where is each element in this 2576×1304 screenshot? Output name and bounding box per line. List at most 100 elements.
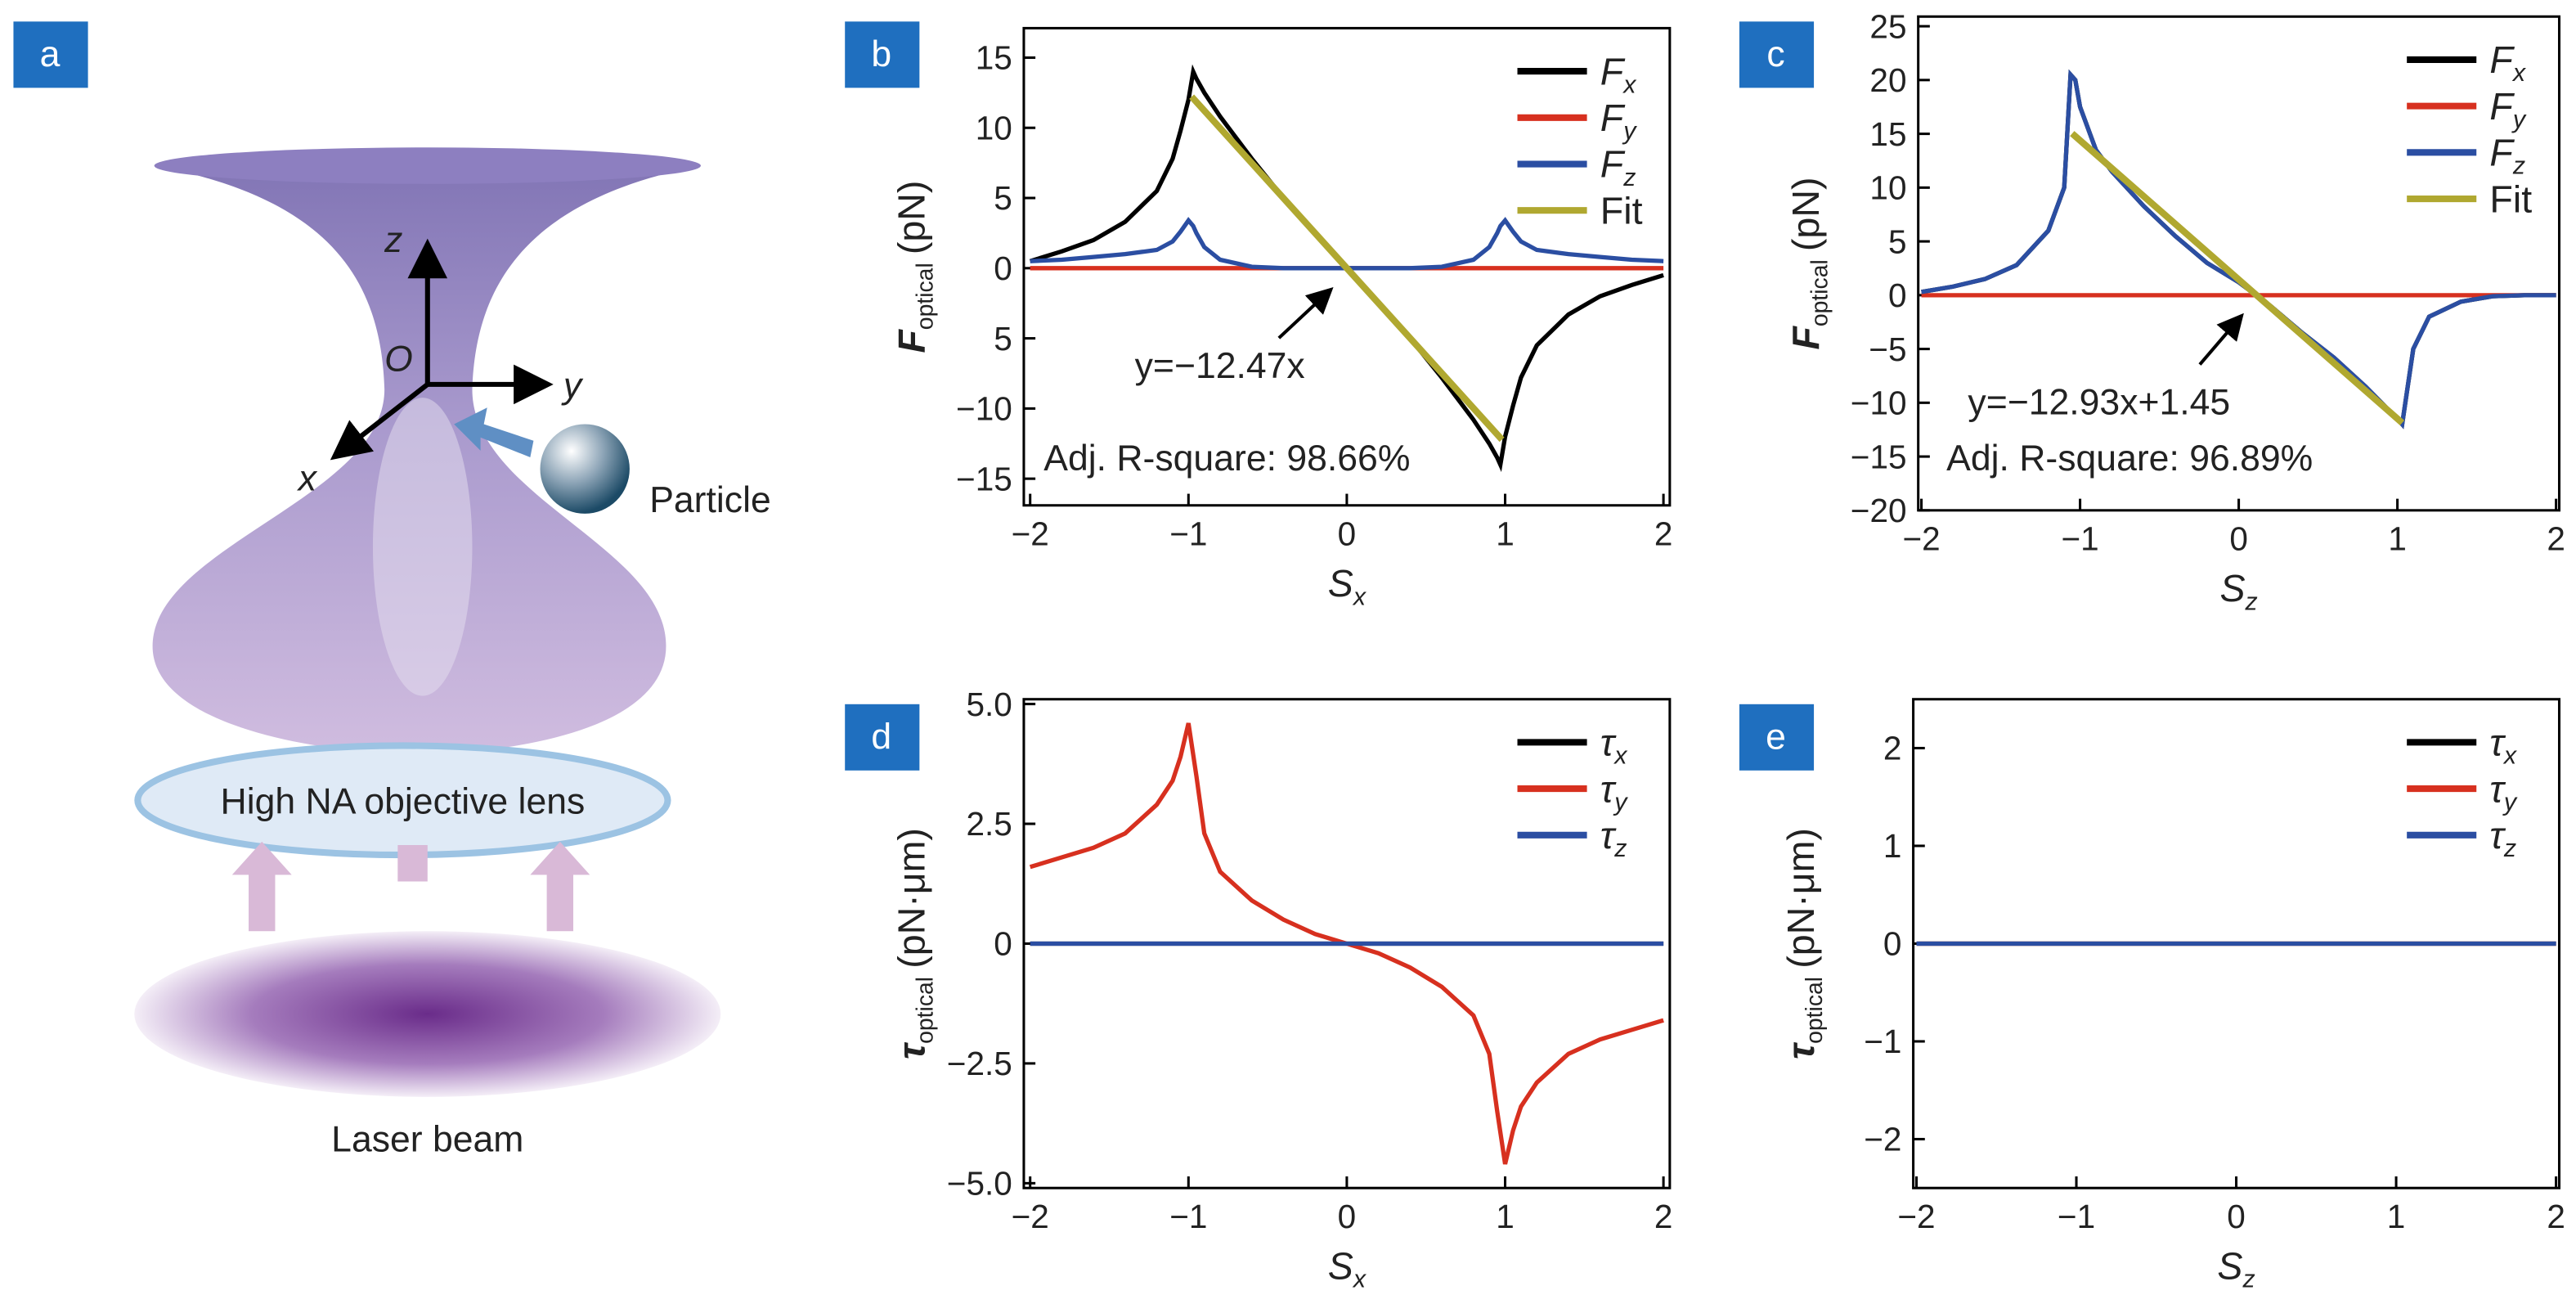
x-axis-label: Sx	[1328, 562, 1367, 610]
origin-label: O	[384, 339, 413, 380]
x-label-symbol: S	[2217, 1245, 2242, 1288]
x-axis-label: Sz	[2219, 567, 2257, 615]
y-tick-label: 25	[1869, 7, 1906, 45]
x-tick-label: 2	[1654, 1198, 1673, 1235]
y-tick-label: −20	[1851, 492, 1907, 529]
y-tick-label: 0	[1883, 925, 1902, 963]
legend-subscript: y	[1613, 788, 1628, 816]
panel-label: d	[871, 717, 891, 757]
x-tick-label: 0	[2229, 519, 2248, 557]
panel-label-box	[845, 21, 920, 88]
legend-entry: τz	[1600, 814, 1627, 862]
annotation-arrow	[1277, 286, 1334, 339]
laser-label: Laser beam	[331, 1120, 523, 1160]
y-label-unit: (pN)	[1784, 177, 1827, 251]
y-tick-label: 10	[976, 109, 1012, 146]
x-tick-label: 1	[1496, 515, 1515, 552]
axes	[330, 238, 554, 461]
y-tick-label: 5	[994, 179, 1012, 217]
x-axis-label: Sx	[1328, 1245, 1367, 1293]
legend-entry: Fx	[1600, 50, 1637, 98]
legend-entry: τx	[1600, 722, 1628, 770]
x-tick-label: 2	[1654, 515, 1673, 552]
y-label-symbol: τ	[890, 1041, 932, 1059]
y-axis-label: τoptical (pN·μm)	[890, 828, 938, 1059]
x-tick-label: 1	[2387, 1198, 2406, 1235]
y-label-subscript: optical	[913, 263, 939, 330]
chart-panel: c−2 −1 0 1 22520151050−5−10−15−20SzFoptical(…	[1739, 7, 2565, 615]
x-tick-label: 0	[2227, 1198, 2246, 1235]
x-tick-label: −1	[1169, 515, 1207, 552]
legend-symbol: τ	[1600, 767, 1617, 810]
x-tick-label: 0	[1338, 515, 1357, 552]
y-tick-label: 0	[994, 925, 1012, 963]
light-arrows	[231, 841, 590, 932]
y-tick-label: 2.5	[966, 805, 1012, 843]
x-label-subscript: x	[1352, 582, 1367, 610]
legend-subscript: z	[1622, 164, 1636, 191]
legend-entry: Fy	[1600, 97, 1637, 145]
x-tick-label: −1	[2061, 519, 2098, 557]
y-axis-label: Foptical (pN)	[1784, 177, 1833, 349]
y-tick-label: 0	[1888, 277, 1907, 314]
legend-symbol: Fit	[2489, 178, 2532, 220]
y-tick-label: 15	[1869, 115, 1906, 153]
lens-label: High NA objective lens	[221, 781, 586, 821]
x-tick-label: −2	[1902, 519, 1940, 557]
y-tick-label: 15	[976, 39, 1012, 77]
series-line	[1921, 69, 2556, 429]
y-tick-label: 1	[1883, 827, 1902, 865]
legend-symbol: τ	[2489, 722, 2506, 764]
legend-symbol: τ	[1600, 722, 1617, 764]
panel-a: a High NA objective lens Laser beam z O …	[13, 21, 771, 1160]
y-tick-label: 2	[1883, 730, 1902, 767]
y-tick-label: −15	[956, 460, 1012, 497]
beam-top	[154, 147, 701, 184]
legend-subscript: y	[2511, 106, 2527, 133]
legend-entry: Fz	[2489, 132, 2525, 180]
y-label-unit: (pN)	[890, 181, 932, 255]
legend-symbol: τ	[2489, 767, 2506, 810]
legend-subscript: y	[2502, 788, 2518, 816]
y-tick-label: −10	[956, 390, 1012, 428]
legend-symbol: F	[2489, 38, 2515, 81]
legend-subscript: x	[2511, 59, 2527, 87]
legend-symbol: F	[1600, 97, 1626, 139]
y-tick-label: 20	[1869, 61, 1906, 99]
r-square: Adj. R-square: 98.66%	[1043, 438, 1410, 479]
x-label-subscript: z	[2242, 1266, 2255, 1293]
legend-entry: Fit	[1600, 189, 1643, 232]
y-tick-label: −2.5	[947, 1045, 1012, 1082]
x-tick-label: −2	[1012, 515, 1049, 552]
fit-equation: y=−12.47x	[1135, 346, 1305, 386]
x-tick-label: 2	[2547, 519, 2565, 557]
legend-entry: τy	[2489, 767, 2517, 816]
legend-subscript: z	[1613, 834, 1627, 862]
series-line	[1921, 69, 2556, 429]
legend-symbol: F	[1600, 143, 1626, 186]
x-axis-label: Sz	[2217, 1245, 2255, 1293]
y-label-subscript: optical	[1806, 259, 1833, 326]
y-tick-label: 10	[1869, 169, 1906, 207]
chart-panel: d−2 −1 0 1 25.02.50−2.5−5.0Sxτoptical(pN·μm)…	[845, 686, 1672, 1293]
beam-glow	[372, 398, 473, 696]
y-tick-label: 5	[994, 320, 1012, 357]
legend-subscript: y	[1622, 117, 1637, 145]
x-tick-label: −2	[1897, 1198, 1935, 1235]
legend-symbol: τ	[1600, 814, 1617, 857]
legend-subscript: x	[1613, 742, 1628, 770]
legend-subscript: z	[2512, 152, 2525, 180]
legend-symbol: F	[2489, 85, 2515, 128]
legend-entry: Fz	[1600, 143, 1636, 191]
series-line	[2070, 131, 2405, 425]
panel-label-box	[1739, 21, 1815, 88]
legend-entry: Fit	[2489, 178, 2532, 220]
x-label-subscript: z	[2245, 587, 2258, 615]
panel-label: c	[1766, 34, 1784, 74]
particle-label: Particle	[649, 480, 771, 520]
y-tick-label: −15	[1851, 438, 1907, 475]
y-tick-label: −10	[1851, 384, 1907, 422]
annotation-arrow	[2198, 313, 2244, 366]
y-label-symbol: τ	[1779, 1041, 1822, 1059]
